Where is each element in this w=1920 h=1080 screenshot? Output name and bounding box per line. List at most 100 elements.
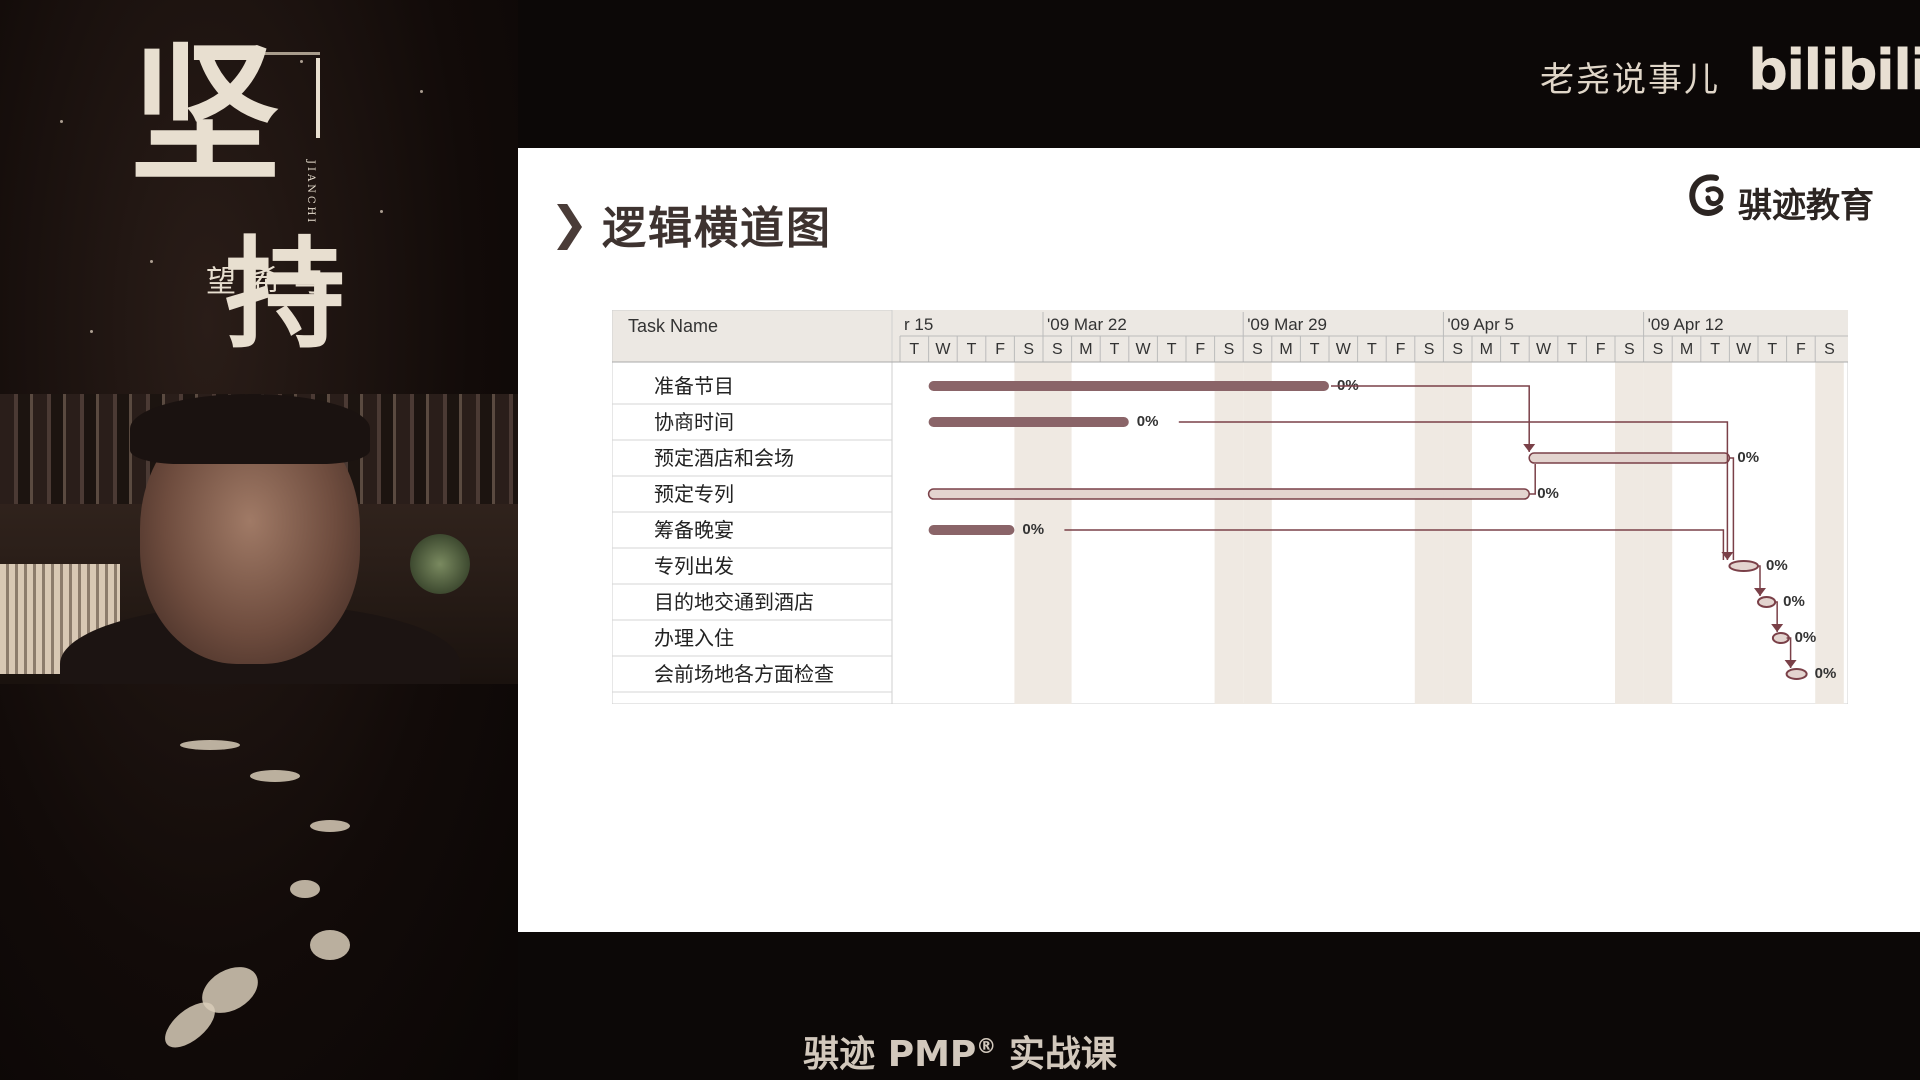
task-name: 筹备晚宴 [654,518,734,542]
presenter-hair [130,394,370,464]
task-bar [928,525,1015,535]
weekend-shade [1443,362,1472,704]
day-letter: F [1195,341,1205,358]
task-percent: 0% [1537,485,1559,502]
day-letter: S [1452,341,1463,358]
dependency-arrow [1771,624,1784,632]
task-name: 预定专列 [654,482,734,506]
poster-decoration-line [210,52,320,55]
weekend-shade [1414,362,1444,704]
task-bar [1757,596,1777,608]
weekend-shade [1815,362,1844,704]
weekend-shade [1043,362,1072,704]
day-letter: T [1710,341,1720,358]
dependency-link [1786,637,1792,668]
dependency-arrow [1754,588,1766,596]
dependency-arrow [1784,660,1797,668]
day-letter: S [1824,341,1835,358]
dependency-arrow [1721,552,1734,560]
day-letter: S [1624,341,1635,358]
task-percent: 0% [1795,629,1817,646]
day-letter: T [909,341,919,358]
day-letter: M [1480,341,1493,358]
day-letter: T [1567,341,1577,358]
task-bar [1528,452,1731,464]
day-letter: W [1536,341,1552,358]
gantt-chart: Task Name r 15 '09 Mar 22 '09 Mar 29 '09 Apr… [612,310,1848,704]
task-name: 准备节目 [654,374,734,398]
task-name: 协商时间 [654,410,734,434]
task-name: 会前场地各方面检查 [654,662,834,686]
day-letter: T [1110,341,1120,358]
day-letter: F [1796,341,1806,358]
dependency-link [1729,457,1735,560]
task-percent: 0% [1815,665,1837,682]
day-letter: S [1653,341,1664,358]
weekend-shade [1643,362,1673,704]
registered-mark: ® [976,1034,997,1058]
day-letter: T [1367,341,1377,358]
day-letter: M [1680,341,1693,358]
day-letter: W [1736,341,1752,358]
task-name: 目的地交通到酒店 [654,590,814,614]
task-percent: 0% [1783,593,1805,610]
course-name: 骐迹 PMP [803,1034,977,1075]
day-letter: F [995,341,1005,358]
day-letter: S [1052,341,1063,358]
task-name-header: Task Name [628,316,718,336]
task-bar [928,381,1329,391]
poster-decoration-line [316,58,320,138]
day-letter: W [935,341,951,358]
footprints-illustration [140,730,400,1056]
week-label: '09 Apr 5 [1447,315,1514,334]
slide-title: 逻辑横道图 [602,203,832,254]
task-bar [1785,668,1808,680]
weekend-shade [1214,362,1244,704]
week-label: '09 Apr 12 [1648,315,1724,334]
day-letter: S [1252,341,1263,358]
day-letter: W [1136,341,1152,358]
bilibili-logo: bilibili [1748,38,1920,103]
day-letter: S [1424,341,1435,358]
day-letter: W [1336,341,1352,358]
brand-name: 骐迹教育 [1738,186,1874,226]
day-letter: S [1023,341,1034,358]
day-letter: M [1079,341,1092,358]
day-letter: T [1310,341,1320,358]
day-letter: T [1510,341,1520,358]
task-name-header-bg [612,310,893,363]
task-percent: 0% [1766,557,1788,574]
day-letter: F [1396,341,1406,358]
task-name-column [612,310,893,704]
dependency-link [1331,385,1530,452]
brand-logo-icon [1689,174,1724,216]
day-letter: F [1596,341,1606,358]
day-letter: T [1767,341,1777,358]
task-name: 预定酒店和会场 [654,446,794,470]
weekend-shade [1243,362,1272,704]
dependency-link [1064,529,1725,560]
task-name: 专列出发 [654,554,734,578]
week-label: r 15 [904,315,933,334]
day-letter: M [1279,341,1292,358]
dependency-link [1775,601,1778,632]
task-percent: 0% [1737,449,1759,466]
poster-title-char: 坚 [130,27,281,203]
course-name-suffix: 实战课 [996,1034,1117,1075]
course-footer: 骐迹 PMP® 实战课 [0,1025,1920,1077]
task-bar [927,488,1530,500]
task-bar [928,417,1129,427]
poster-subtitle: 与希望 [200,265,323,301]
day-letter: S [1224,341,1235,358]
poster-panel: 坚 JIANCHI 与希望 持 [0,0,518,1080]
webcam-feed [0,394,518,684]
weekend-shade [1615,362,1644,704]
week-label: '09 Mar 22 [1047,315,1127,334]
poster-pinyin: JIANCHI [305,160,316,226]
slide: ❯ 逻辑横道图 骐迹教育 Task Name r 15 '09 Mar 22 '09 … [518,148,1920,932]
chevron-right-icon: ❯ [550,197,589,249]
task-name: 办理入住 [654,626,734,650]
dependency-arrow [1523,444,1536,452]
week-label: '09 Mar 29 [1247,315,1327,334]
channel-name: 老尧说事儿 [1540,60,1720,100]
